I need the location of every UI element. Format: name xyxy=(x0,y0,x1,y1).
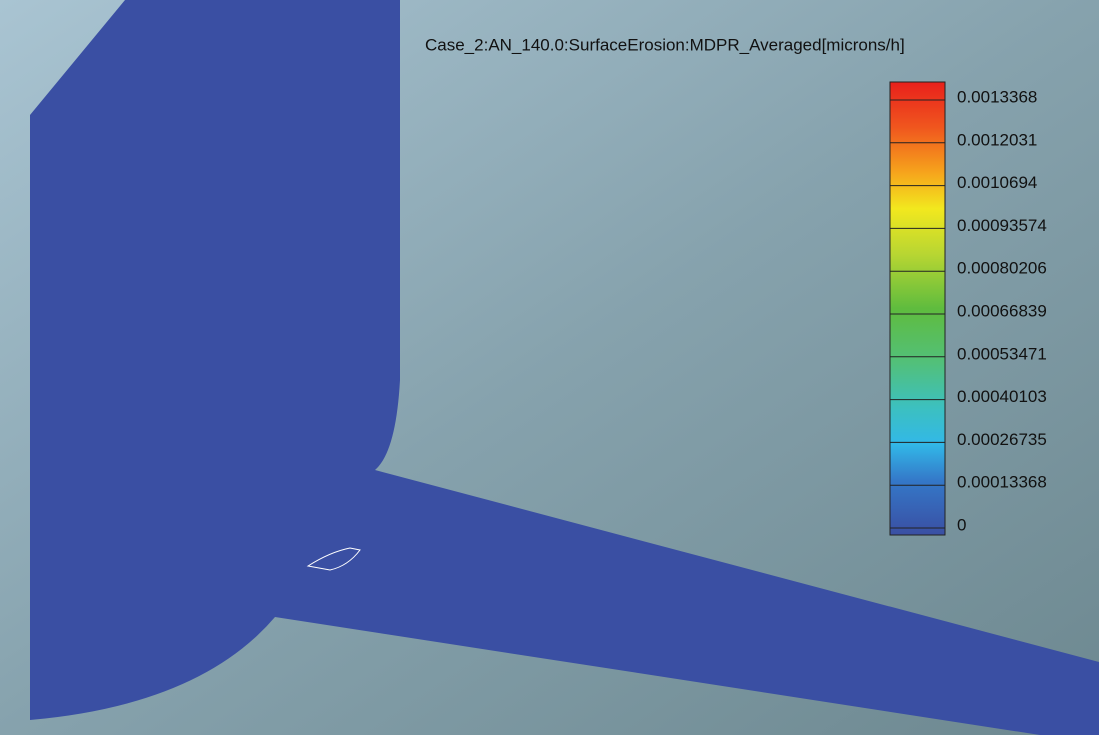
legend-label: 0.00093574 xyxy=(957,216,1047,235)
legend-label: 0.0010694 xyxy=(957,173,1037,192)
legend-label: 0.00026735 xyxy=(957,430,1047,449)
legend-label: 0.0012031 xyxy=(957,130,1037,149)
legend-label: 0.00053471 xyxy=(957,344,1047,363)
legend-label: 0.00013368 xyxy=(957,473,1047,492)
legend-title: Case_2:AN_140.0:SurfaceErosion:MDPR_Aver… xyxy=(425,35,905,54)
viewport: Case_2:AN_140.0:SurfaceErosion:MDPR_Aver… xyxy=(0,0,1099,735)
legend-label: 0.00040103 xyxy=(957,387,1047,406)
page: Case_2:AN_140.0:SurfaceErosion:MDPR_Aver… xyxy=(0,0,1099,735)
legend-label: 0 xyxy=(957,515,966,534)
legend-label: 0.00080206 xyxy=(957,259,1047,278)
color-bar xyxy=(890,82,945,535)
legend-label: 0.00066839 xyxy=(957,301,1047,320)
legend-label: 0.0013368 xyxy=(957,87,1037,106)
